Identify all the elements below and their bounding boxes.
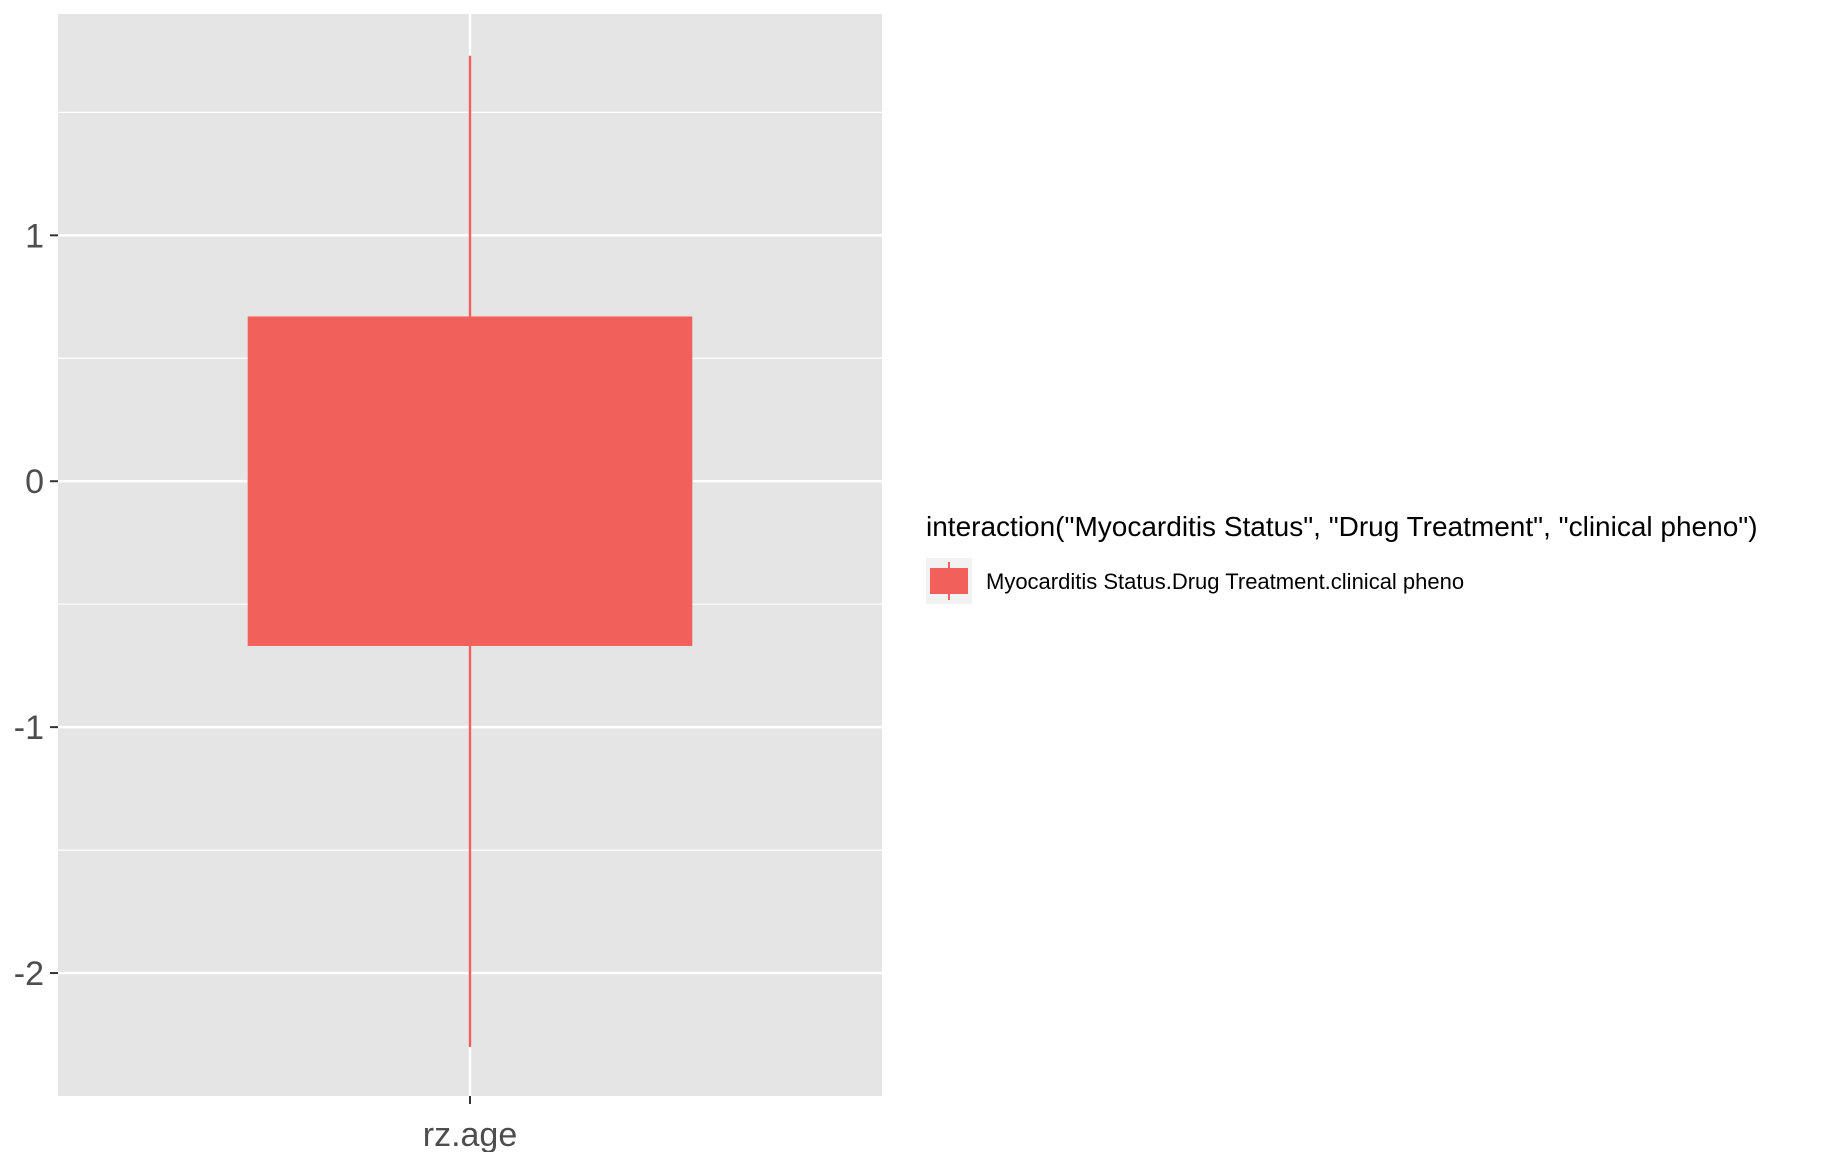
x-tick-label: rz.age bbox=[423, 1116, 518, 1152]
x-axis: rz.age bbox=[423, 1096, 518, 1152]
legend-title: interaction("Myocarditis Status", "Drug … bbox=[926, 511, 1758, 542]
boxes bbox=[247, 55, 693, 1047]
legend-label: Myocarditis Status.Drug Treatment.clinic… bbox=[986, 569, 1464, 594]
y-tick-label: -2 bbox=[14, 955, 44, 993]
legend: interaction("Myocarditis Status", "Drug … bbox=[926, 511, 1758, 604]
y-tick-label: -1 bbox=[14, 709, 44, 747]
y-tick-label: 0 bbox=[25, 463, 44, 501]
y-tick-label: 1 bbox=[25, 217, 44, 255]
legend-key-box bbox=[930, 568, 968, 594]
y-axis: -2 -1 0 1 bbox=[14, 217, 58, 993]
